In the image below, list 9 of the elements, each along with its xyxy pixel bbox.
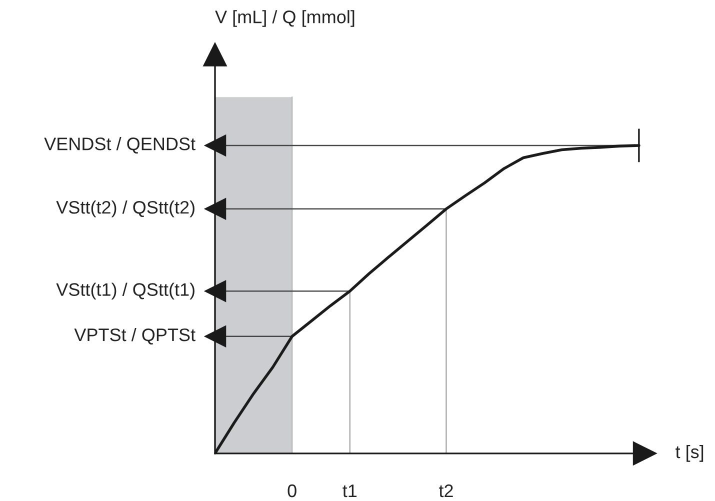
ref-line-label: VStt(t2) / QStt(t2) [56,200,194,218]
ref-line-label: VENDSt / QENDSt [44,137,196,154]
text: V [mL] / Q [mmol] [215,10,354,27]
x-tick-label: t2 [438,484,453,498]
ref-line-label: VStt(t1) / QStt(t1) [56,282,194,300]
ref-line-label: VPTSt / QPTSt [74,328,196,344]
x-tick-label: t1 [342,484,357,498]
x-axis-title: t [s] [676,444,704,462]
x-tick-label: 0 [288,484,296,498]
